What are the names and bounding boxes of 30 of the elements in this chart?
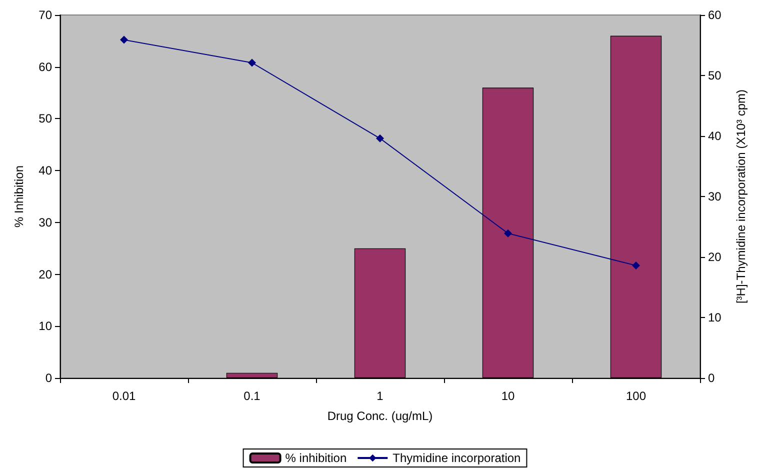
y-tick-label: 60	[38, 60, 52, 74]
y2-tick-label: 50	[708, 68, 722, 82]
y2-axis-title: [³H]-Thymidine incorporation (X10³ cpm)	[734, 89, 748, 304]
point	[248, 58, 256, 67]
point	[504, 229, 512, 238]
point	[120, 36, 128, 44]
x-tick-label: 0.1	[244, 389, 261, 403]
y-tick-label: 70	[38, 8, 52, 22]
y2-tick-label: 20	[708, 250, 722, 264]
y-tick-label: 30	[38, 215, 52, 230]
x-tick-label: 10	[501, 389, 515, 403]
y-tick-label: 10	[38, 319, 52, 334]
x-tick-label: 1	[376, 389, 384, 403]
legend-label: Thymidine incorporation	[392, 451, 521, 465]
point	[632, 261, 640, 270]
legend-label: % inhibition	[285, 451, 347, 465]
y-tick-label: 50	[38, 112, 52, 126]
y2-tick-label: 60	[708, 8, 722, 22]
y-axis-title: % Inhibition	[12, 165, 26, 228]
x-tick-label: 100	[626, 389, 646, 403]
x-axis-title: Drug Conc. (ug/mL)	[327, 409, 433, 423]
y-tick-label: 20	[38, 267, 52, 282]
y2-tick-label: 30	[708, 190, 722, 204]
y2-tick-label: 10	[708, 310, 722, 324]
point	[376, 134, 384, 142]
x-tick-label: 0.01	[112, 389, 136, 403]
y2-tick-label: 40	[708, 129, 722, 143]
y-tick-label: 0	[45, 371, 52, 385]
y2-tick-label: 0	[708, 371, 715, 385]
y-tick-label: 40	[38, 164, 52, 178]
